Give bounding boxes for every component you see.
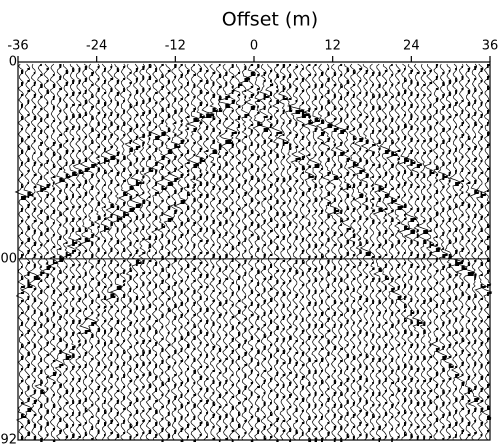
trace-fill — [251, 64, 256, 442]
trace-fill — [468, 68, 474, 436]
trace-fill — [289, 64, 292, 442]
x-tick-label: -24 — [86, 39, 107, 54]
trace — [278, 64, 288, 440]
trace-fill — [315, 64, 320, 442]
trace — [124, 64, 135, 440]
x-tick-label: 36 — [482, 39, 499, 54]
trace-fill — [321, 72, 325, 442]
x-tick-label: 24 — [403, 39, 420, 54]
trace — [417, 64, 428, 440]
trace — [246, 64, 256, 440]
trace-fill — [193, 64, 199, 442]
trace — [156, 64, 166, 440]
trace — [55, 64, 65, 440]
trace-fill — [219, 64, 222, 442]
trace-fill — [79, 68, 84, 438]
plot-frame — [18, 62, 490, 440]
y-tick-label: 0 — [9, 55, 17, 70]
trace-fill — [168, 70, 173, 438]
trace-fill — [181, 64, 186, 442]
trace-fill — [257, 64, 262, 434]
trace-fill — [117, 68, 123, 438]
trace — [266, 64, 273, 440]
trace — [150, 64, 160, 440]
x-tick-label: -12 — [165, 39, 186, 54]
trace — [475, 64, 486, 440]
trace — [16, 64, 27, 440]
x-tick-label: -36 — [7, 39, 28, 54]
chart-title: Offset (m) — [222, 9, 318, 31]
trace — [234, 64, 243, 440]
trace — [130, 64, 142, 440]
chart: Offset (m) -36 -24 -12 0 12 24 36 0 100 192 — [0, 0, 499, 448]
x-tick-label: 0 — [250, 39, 258, 54]
trace-fill — [238, 72, 242, 438]
trace — [239, 64, 250, 440]
trace-fill — [187, 70, 190, 438]
trace-fill — [72, 68, 77, 438]
y-tick-label: 100 — [0, 251, 17, 266]
y-tick-label: 192 — [0, 433, 17, 448]
trace-fill — [276, 64, 282, 442]
trace-fill — [308, 64, 314, 442]
trace-fill — [379, 72, 384, 442]
trace-fill — [21, 70, 26, 440]
trace — [111, 64, 122, 440]
wiggle-traces — [16, 64, 492, 442]
x-tick-label: 12 — [324, 39, 341, 54]
trace — [468, 64, 479, 440]
trace — [380, 64, 390, 440]
trace — [412, 64, 423, 440]
trace — [444, 64, 454, 440]
trace-fill — [59, 64, 64, 434]
trace — [184, 64, 190, 440]
trace-fill — [436, 64, 440, 432]
